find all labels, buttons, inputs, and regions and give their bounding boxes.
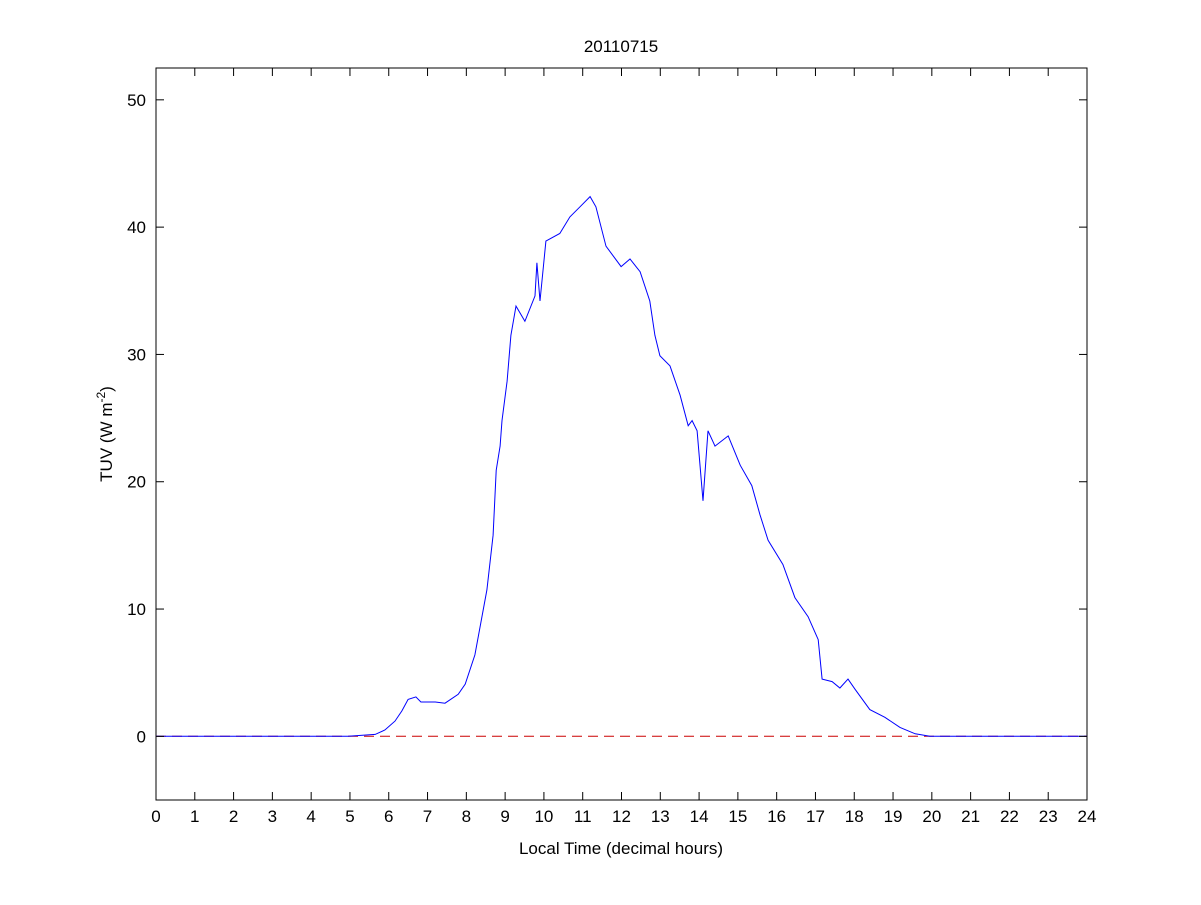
- x-tick-label: 21: [961, 807, 980, 826]
- x-tick-label: 3: [268, 807, 277, 826]
- y-tick-label: 0: [137, 727, 146, 746]
- x-tick-label: 5: [345, 807, 354, 826]
- x-axis-label: Local Time (decimal hours): [519, 839, 723, 858]
- x-tick-label: 9: [500, 807, 509, 826]
- x-tick-label: 1: [190, 807, 199, 826]
- x-tick-label: 6: [384, 807, 393, 826]
- x-tick-label: 16: [767, 807, 786, 826]
- x-tick-label: 24: [1078, 807, 1097, 826]
- series-layer: [156, 195, 1087, 737]
- x-tick-label: 2: [229, 807, 238, 826]
- y-axis-label-close: ): [97, 386, 116, 392]
- x-tick-label: 18: [845, 807, 864, 826]
- x-tick-label: 20: [922, 807, 941, 826]
- x-tick-label: 8: [462, 807, 471, 826]
- y-tick-label: 10: [127, 600, 146, 619]
- x-tick-label: 10: [534, 807, 553, 826]
- y-axis-label-main: TUV (W m: [97, 403, 116, 482]
- y-tick-label: 40: [127, 218, 146, 237]
- x-tick-label: 15: [728, 807, 747, 826]
- plot-area: [155, 67, 1088, 801]
- y-axis-label: TUV (W m-2): [94, 386, 116, 482]
- x-tick-label: 0: [151, 807, 160, 826]
- chart-title: 20110715: [584, 37, 658, 56]
- x-tick-label: 12: [612, 807, 631, 826]
- x-tick-label: 17: [806, 807, 825, 826]
- y-axis-label-superscript: -2: [94, 392, 108, 403]
- x-tick-label: 23: [1039, 807, 1058, 826]
- x-tick-label: 22: [1000, 807, 1019, 826]
- x-tick-label: 19: [884, 807, 903, 826]
- y-tick-label: 50: [127, 91, 146, 110]
- x-tick-label: 7: [423, 807, 432, 826]
- tuv-series-line: [156, 195, 1087, 737]
- y-tick-label: 30: [127, 345, 146, 364]
- x-tick-label: 4: [306, 807, 315, 826]
- x-tick-label: 14: [690, 807, 709, 826]
- x-tick-label: 11: [574, 807, 592, 826]
- ticks-layer: 0 1 2 3 4 5 6 7 8 9 10 11 12 13 14 15 16 17 18 19 20 21 22 23 24…: [127, 68, 1096, 826]
- y-tick-label: 20: [127, 473, 146, 492]
- x-tick-label: 13: [651, 807, 670, 826]
